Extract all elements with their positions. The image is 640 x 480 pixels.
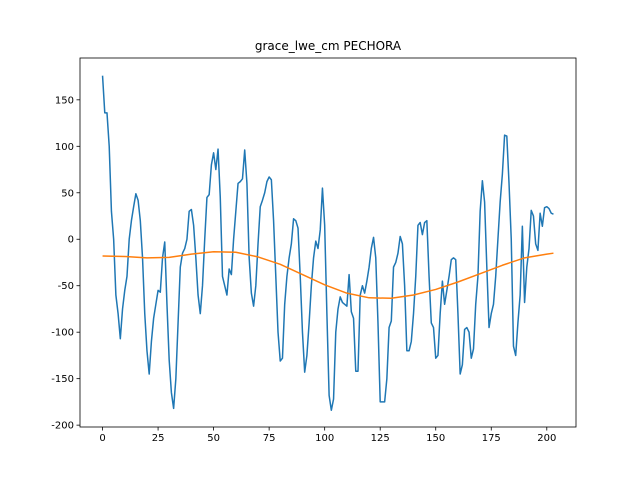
x-tick-label: 25 — [152, 433, 165, 444]
y-tick-label: 150 — [55, 95, 74, 106]
x-tick-label: 50 — [207, 433, 220, 444]
data-line — [101, 75, 554, 412]
data-line — [102, 251, 554, 300]
y-tick-label: -50 — [58, 281, 74, 292]
x-tick-label: 150 — [426, 433, 445, 444]
x-tick-label: 200 — [537, 433, 556, 444]
chart-title: grace_lwe_cm PECHORA — [255, 39, 402, 53]
y-tick-label: 50 — [61, 188, 74, 199]
y-tick-label: 100 — [55, 142, 74, 153]
y-tick-label: -150 — [51, 374, 74, 385]
y-tick-label: 0 — [68, 235, 74, 246]
x-tick-label: 75 — [263, 433, 276, 444]
x-tick-label: 0 — [99, 433, 105, 444]
y-tick-label: -200 — [51, 421, 74, 432]
x-tick-label: 100 — [315, 433, 334, 444]
y-tick-label: -100 — [51, 328, 74, 339]
x-tick-label: 175 — [482, 433, 501, 444]
plot-frame — [79, 57, 577, 428]
x-tick-label: 125 — [371, 433, 390, 444]
